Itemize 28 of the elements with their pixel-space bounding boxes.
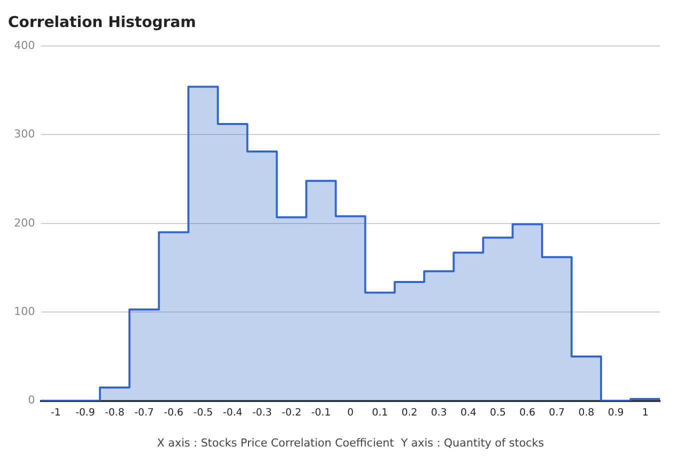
x-tick-label: -0.8 [104,407,124,418]
x-axis-title: X axis : Stocks Price Correlation Coefficient Y axis : Quantity of stocks [157,436,544,450]
y-tick-label: 400 [14,38,35,52]
x-tick-label: 0 [347,407,354,418]
x-tick-label: 0.8 [578,407,594,418]
y-tick-label: 200 [14,216,35,230]
chart-title: Correlation Histogram [8,12,196,31]
x-tick-label: -0.1 [311,407,331,418]
x-tick-label: 0.5 [490,407,506,418]
y-tick-label: 300 [14,128,35,141]
x-tick-label: -0.7 [134,407,154,418]
x-tick-label: -0.6 [164,407,184,418]
x-tick-label: -0.2 [282,407,302,418]
x-tick-label: 0.2 [401,407,418,418]
x-tick-label: -0.5 [193,407,213,418]
x-tick-label: 0.3 [430,407,447,418]
x-tick-label: 0.6 [519,407,536,418]
x-tick-label: 0.9 [608,407,624,418]
x-tick-label: -0.9 [75,407,95,418]
x-tick-label: 0.7 [548,407,565,418]
x-tick-label: -0.3 [252,407,272,418]
x-tick-label: -1 [50,407,61,418]
x-tick-label: 1 [642,407,648,418]
y-tick-label: 0 [28,394,35,407]
x-tick-label: 0.4 [460,407,476,418]
x-tick-label: -0.4 [222,407,242,418]
x-tick-label: 0.1 [372,407,388,418]
y-tick-label: 100 [14,304,35,318]
